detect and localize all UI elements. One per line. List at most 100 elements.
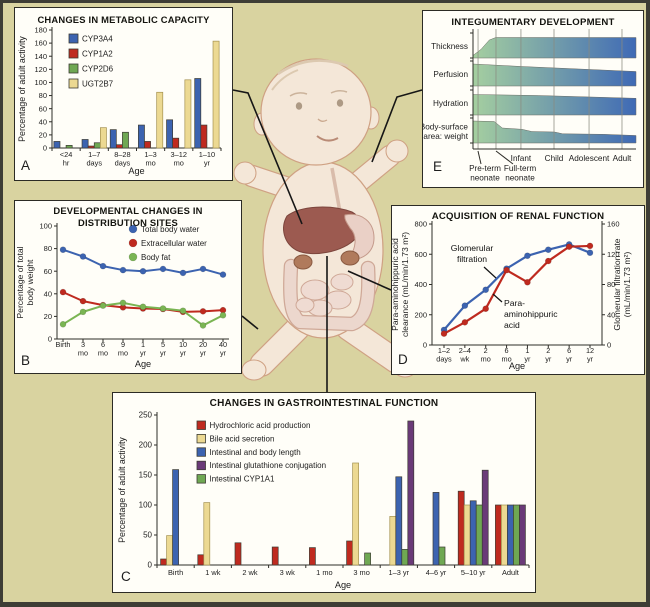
svg-text:1: 1 [141, 340, 145, 349]
panel-d-title: ACQUISITION OF RENAL FUNCTION [431, 211, 605, 222]
svg-text:Full-term: Full-term [504, 164, 536, 173]
svg-text:aminohippuric: aminohippuric [504, 309, 558, 319]
svg-text:Glomerular filtration rate: Glomerular filtration rate [612, 238, 622, 330]
svg-text:250: 250 [139, 411, 153, 420]
svg-text:Infant: Infant [511, 154, 532, 163]
svg-text:yr: yr [587, 354, 594, 363]
metabolic-capacity-bar-chart: 020406080100120140160180<24hr1–7days8–28… [17, 26, 222, 176]
svg-text:10: 10 [179, 340, 187, 349]
svg-text:180: 180 [34, 26, 47, 35]
panel-c-title: CHANGES IN GASTROINTESTINAL FUNCTION [209, 398, 439, 409]
svg-text:0: 0 [423, 341, 427, 350]
svg-text:Intestinal and body length: Intestinal and body length [210, 448, 301, 457]
svg-text:1 mo: 1 mo [316, 568, 332, 577]
svg-text:3: 3 [81, 340, 85, 349]
svg-text:mo: mo [118, 348, 128, 357]
integumentary-band-chart: Thickness Perfusion Hydration Body-surfacea… [423, 29, 637, 183]
svg-text:Perfusion: Perfusion [433, 70, 468, 79]
line-series-total-body-water [59, 246, 227, 278]
svg-text:200: 200 [414, 310, 427, 319]
svg-text:160: 160 [34, 39, 47, 48]
svg-text:Pre-term: Pre-term [469, 164, 501, 173]
svg-text:mo: mo [502, 354, 512, 363]
panel-distribution-sites: 0 20 40 60 80 100 Birth 3 mo 6 mo 9 mo 1 yr 5 yr 10 yr 20 yr… [14, 200, 242, 374]
svg-text:Glomerular: Glomerular [451, 243, 494, 253]
svg-text:Para-aminohippuric acid: Para-aminohippuric acid [392, 238, 400, 331]
svg-text:yr: yr [140, 348, 147, 357]
panel-e-title: INTEGUMENTARY DEVELOPMENT [451, 17, 615, 28]
svg-text:Age: Age [509, 361, 525, 371]
panel-d-letter: D [398, 352, 408, 367]
svg-text:1–10: 1–10 [199, 150, 215, 159]
svg-text:acid: acid [504, 320, 520, 330]
svg-text:5: 5 [161, 340, 165, 349]
svg-text:Total body water: Total body water [141, 225, 200, 234]
svg-text:60: 60 [44, 267, 52, 276]
svg-text:2: 2 [484, 346, 488, 355]
svg-text:120: 120 [34, 65, 47, 74]
svg-text:<24: <24 [60, 150, 73, 159]
svg-text:Age: Age [335, 580, 351, 590]
svg-text:100: 100 [39, 222, 52, 231]
svg-text:80: 80 [607, 280, 615, 289]
svg-text:Adult: Adult [613, 154, 632, 163]
svg-text:Body fat: Body fat [141, 253, 171, 262]
bar-series-intestinal-cyp1a1 [364, 504, 520, 566]
svg-text:Age: Age [128, 166, 144, 176]
svg-text:40: 40 [219, 340, 227, 349]
svg-text:area: weight: area: weight [423, 132, 468, 141]
svg-text:1–3: 1–3 [144, 150, 156, 159]
svg-text:140: 140 [34, 52, 47, 61]
svg-text:mo: mo [98, 348, 108, 357]
svg-text:mo: mo [78, 348, 88, 357]
svg-text:yr: yr [524, 354, 531, 363]
panel-renal-function: 0 200 400 600 800 0 40 80 120 160 1–2 days 2–4 wk 2 mo 6… [391, 205, 645, 375]
legend: Total body water Extracellular water Body … [128, 224, 207, 262]
svg-text:mo: mo [174, 159, 184, 168]
svg-text:yr: yr [220, 348, 227, 357]
svg-text:Child: Child [545, 154, 564, 163]
svg-text:3 mo: 3 mo [353, 568, 369, 577]
svg-text:days: days [436, 354, 452, 363]
panel-a-letter: A [21, 158, 31, 173]
svg-text:2–4: 2–4 [459, 346, 471, 355]
panel-gastrointestinal-function: 0 50 100 150 200 250 Birth 1 wk 2 wk 3 wk 1 mo 3 mo… [112, 392, 536, 593]
svg-text:(mL/min/1.73 m²): (mL/min/1.73 m²) [622, 252, 632, 318]
svg-text:Thickness: Thickness [431, 42, 468, 51]
svg-text:1: 1 [525, 346, 529, 355]
svg-text:Extracellular water: Extracellular water [141, 239, 207, 248]
svg-text:8–28: 8–28 [114, 150, 130, 159]
svg-text:80: 80 [39, 91, 47, 100]
svg-text:6: 6 [567, 346, 571, 355]
svg-text:0: 0 [48, 335, 52, 344]
svg-text:mo: mo [481, 354, 491, 363]
svg-text:yr: yr [545, 354, 552, 363]
svg-text:60: 60 [39, 104, 47, 113]
svg-text:wk: wk [459, 354, 469, 363]
svg-text:1–2: 1–2 [438, 346, 450, 355]
panel-e-letter: E [433, 159, 443, 174]
svg-text:80: 80 [44, 244, 52, 253]
svg-text:Adolescent: Adolescent [569, 154, 610, 163]
svg-text:20: 20 [39, 130, 47, 139]
svg-text:hr: hr [63, 159, 70, 168]
svg-text:2 wk: 2 wk [242, 568, 258, 577]
svg-text:yr: yr [566, 354, 573, 363]
svg-text:0: 0 [43, 144, 47, 153]
panel-b-letter: B [21, 353, 31, 368]
svg-text:clearance (mL/min/1.73 m²): clearance (mL/min/1.73 m²) [400, 232, 410, 337]
svg-text:20: 20 [44, 312, 52, 321]
svg-text:Intestinal glutathione conjuga: Intestinal glutathione conjugation [210, 461, 327, 470]
panel-c-letter: C [121, 569, 131, 584]
panel-a-title: CHANGES IN METABOLIC CAPACITY [37, 14, 210, 25]
svg-text:4–6 yr: 4–6 yr [426, 568, 447, 577]
legend: CYP3A4 CYP1A2 CYP2D6 UGT2B7 [68, 33, 114, 89]
bar-series-intestinal-and-body-length [172, 469, 514, 566]
svg-text:200: 200 [139, 441, 153, 450]
svg-text:0: 0 [607, 341, 611, 350]
svg-text:yr: yr [200, 348, 207, 357]
svg-text:40: 40 [39, 117, 47, 126]
svg-text:120: 120 [607, 250, 620, 259]
